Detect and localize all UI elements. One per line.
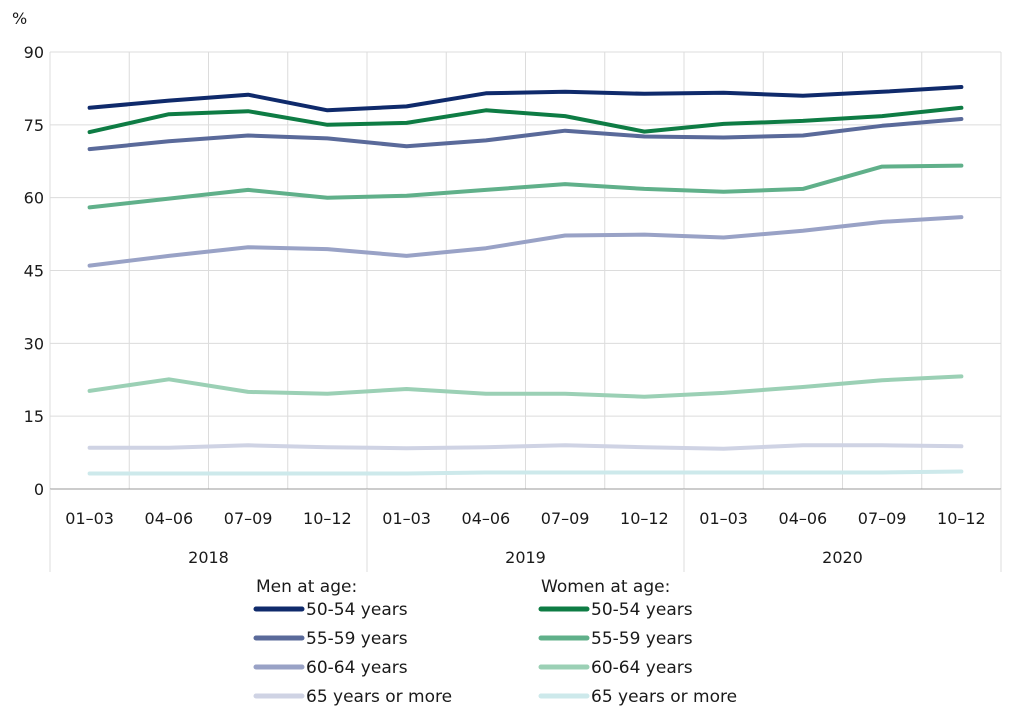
year-label: 2020 — [822, 548, 863, 567]
year-label: 2018 — [188, 548, 229, 567]
y-tick-label: 15 — [24, 407, 44, 426]
y-tick-label: 0 — [34, 480, 44, 499]
x-tick-label: 04–06 — [145, 509, 194, 528]
y-axis: 0 15 30 45 60 75 90 — [24, 43, 44, 499]
y-tick-label: 30 — [24, 334, 44, 353]
legend-label: 50-54 years — [591, 600, 693, 620]
x-tick-label: 10–12 — [620, 509, 669, 528]
legend-label: 55-59 years — [591, 629, 693, 649]
series-line-women-55-59-years — [87, 163, 964, 210]
legend: Men at age: Women at age: 50-54 years 55-… — [253, 577, 737, 707]
x-tick-label: 04–06 — [462, 509, 511, 528]
series-line-men-65-years-or-more — [87, 443, 964, 451]
x-tick-label: 10–12 — [303, 509, 352, 528]
series-line-men-60-64-years — [87, 215, 964, 268]
grid — [49, 51, 1002, 490]
x-tick-label: 01–03 — [65, 509, 114, 528]
x-tick-label: 04–06 — [779, 509, 828, 528]
series-line-women-65-years-or-more — [87, 469, 964, 476]
legend-label: 65 years or more — [591, 687, 737, 707]
legend-men-title: Men at age: — [256, 577, 357, 597]
x-tick-label: 01–03 — [382, 509, 431, 528]
series-line-men-55-59-years — [87, 117, 964, 152]
series-line-women-60-64-years — [87, 374, 964, 399]
x-tick-label: 01–03 — [699, 509, 748, 528]
series-line-men-50-54-years — [87, 85, 964, 113]
legend-label: 60-64 years — [591, 658, 693, 678]
x-tick-label: 07–09 — [858, 509, 907, 528]
legend-women-title: Women at age: — [541, 577, 670, 597]
x-axis: 01–03 04–06 07–09 10–12 01–03 04–06 07–09 10–12… — [49, 489, 1002, 572]
legend-label: 60-64 years — [306, 658, 408, 678]
series-lines — [87, 85, 964, 476]
legend-label: 65 years or more — [306, 687, 452, 707]
y-tick-label: 90 — [24, 43, 44, 62]
y-tick-label: 75 — [24, 116, 44, 135]
legend-label: 50-54 years — [306, 600, 408, 620]
x-tick-label: 07–09 — [541, 509, 590, 528]
y-axis-unit-label: % — [12, 9, 27, 28]
y-tick-label: 60 — [24, 189, 44, 208]
legend-label: 55-59 years — [306, 629, 408, 649]
year-label: 2019 — [505, 548, 546, 567]
series-line-women-50-54-years — [87, 105, 964, 135]
x-tick-label: 10–12 — [937, 509, 986, 528]
y-tick-label: 45 — [24, 262, 44, 281]
x-tick-label: 07–09 — [224, 509, 273, 528]
